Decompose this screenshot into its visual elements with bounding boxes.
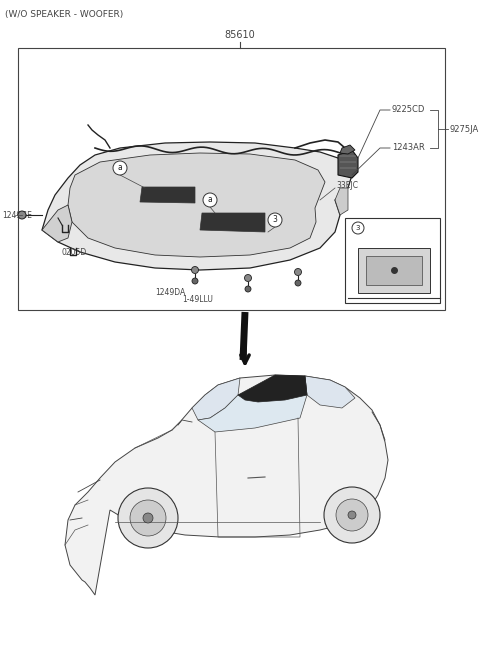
Text: (W/O SPEAKER - WOOFER): (W/O SPEAKER - WOOFER) (5, 10, 123, 19)
Bar (358, 248, 430, 293)
Text: 0205D: 0205D (62, 248, 87, 257)
Bar (366, 256, 422, 285)
Text: 9225CD: 9225CD (392, 106, 425, 114)
Text: 9275JA: 9275JA (450, 124, 479, 133)
Bar (345, 218, 440, 303)
Text: 1249DA: 1249DA (155, 288, 185, 297)
Circle shape (244, 275, 252, 281)
Polygon shape (42, 142, 352, 270)
Text: 89E55E: 89E55E (367, 223, 396, 233)
Text: 1-49LLU: 1-49LLU (182, 295, 213, 304)
Text: 1243AR: 1243AR (392, 143, 425, 152)
Text: 1249GE: 1249GE (2, 210, 32, 219)
Polygon shape (198, 376, 307, 432)
Circle shape (113, 161, 127, 175)
Text: 3: 3 (273, 215, 277, 225)
Text: 3: 3 (356, 225, 360, 231)
Polygon shape (338, 150, 358, 178)
Polygon shape (65, 375, 388, 595)
Text: a: a (118, 164, 122, 173)
Circle shape (18, 211, 26, 219)
Circle shape (352, 222, 364, 234)
Polygon shape (305, 376, 355, 408)
Circle shape (130, 500, 166, 536)
Polygon shape (192, 378, 240, 420)
Polygon shape (140, 187, 195, 203)
Circle shape (295, 280, 301, 286)
Circle shape (348, 511, 356, 519)
Polygon shape (200, 213, 265, 232)
Circle shape (324, 487, 380, 543)
Polygon shape (238, 375, 307, 402)
Polygon shape (42, 205, 72, 242)
Circle shape (203, 193, 217, 207)
Polygon shape (340, 145, 355, 154)
Text: 33EJC: 33EJC (336, 181, 358, 189)
Circle shape (268, 213, 282, 227)
Bar (18, 48, 445, 310)
Text: 85610: 85610 (225, 30, 255, 40)
Circle shape (336, 499, 368, 531)
Circle shape (143, 513, 153, 523)
Circle shape (192, 278, 198, 284)
Circle shape (192, 267, 199, 273)
Polygon shape (68, 153, 325, 257)
Text: a: a (208, 196, 212, 204)
Circle shape (295, 269, 301, 275)
Polygon shape (335, 188, 348, 215)
Circle shape (245, 286, 251, 292)
Circle shape (118, 488, 178, 548)
